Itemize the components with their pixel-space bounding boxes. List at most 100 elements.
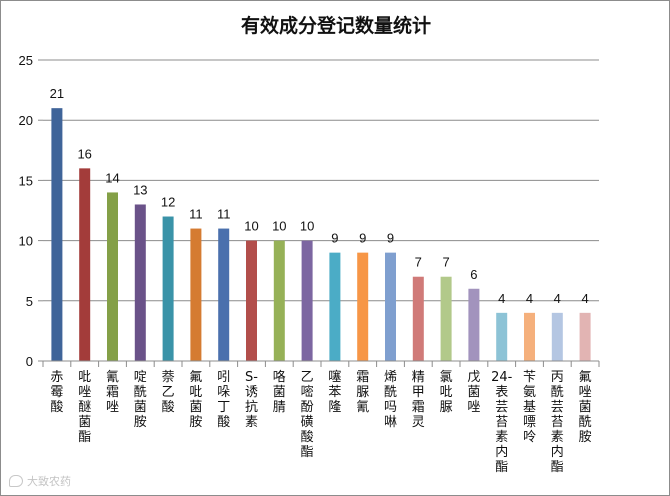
category-label-char: 腈 <box>273 400 286 415</box>
category-label-char: 苯 <box>328 385 341 400</box>
category-label-char: 丙 <box>551 370 564 385</box>
category-label-char: 菌 <box>189 400 202 415</box>
category-label-char: 素 <box>551 430 564 445</box>
category-label-char: 氰 <box>356 399 369 415</box>
category-labels: 赤霉酸吡唑醚菌酯氰霜唑啶酰菌胺萘乙酸氟吡菌胺吲哚丁酸S-诱抗素咯菌腈乙嘧酚磺酸酯… <box>50 369 591 475</box>
category-label: 氯吡脲 <box>440 370 453 415</box>
category-label-char: 氰 <box>106 369 119 385</box>
category-label-char: 脲 <box>440 400 453 415</box>
category-label-char: 菌 <box>579 400 592 415</box>
category-label-char: 嘧 <box>301 385 314 400</box>
bar <box>579 312 591 361</box>
bar <box>273 240 285 361</box>
category-label: 赤霉酸 <box>50 370 63 415</box>
category-label-char: 啶 <box>134 370 147 385</box>
data-labels: 21 16 14 13 12 11 11 10 10 10 9 9 9 7 7 6 4 4 4 4 <box>50 86 589 306</box>
category-label-char: 基 <box>523 400 536 415</box>
category-label-char: 隆 <box>328 400 341 415</box>
category-label-char: 氯 <box>440 370 453 385</box>
data-label: 9 <box>387 231 394 246</box>
category-label-char: 甲 <box>412 385 425 400</box>
category-label-char: 酯 <box>495 460 508 475</box>
category-label-char: 菌 <box>134 400 147 415</box>
category-label-char: 苔 <box>495 415 508 430</box>
data-label: 10 <box>244 219 258 234</box>
category-label: 氰霜唑 <box>106 369 119 415</box>
y-tick-label: 15 <box>19 173 33 188</box>
category-label-char: 吡 <box>78 370 91 385</box>
data-label: 9 <box>331 231 338 246</box>
category-label-char: 素 <box>245 415 258 430</box>
category-label-char: 酰 <box>384 385 397 400</box>
data-label: 4 <box>581 291 588 306</box>
category-label-char: 胺 <box>189 415 202 430</box>
category-label-char: 乙 <box>301 370 314 385</box>
category-label-char: 酰 <box>551 385 564 400</box>
category-label-char: 哚 <box>217 385 230 400</box>
category-label-char: 酰 <box>579 415 592 430</box>
bar <box>524 312 535 361</box>
category-label-char: 酸 <box>50 400 63 415</box>
bar <box>162 216 174 361</box>
gridlines <box>38 59 600 367</box>
y-tick-label: 5 <box>26 294 33 309</box>
bar <box>51 108 63 361</box>
data-label: 7 <box>442 255 449 270</box>
category-label-char: 赤 <box>50 370 63 385</box>
category-label-char: 精 <box>412 370 425 385</box>
bar <box>107 192 118 361</box>
data-label: 16 <box>77 146 91 161</box>
category-label-char: 芸 <box>495 399 508 415</box>
category-label-char: 唑 <box>106 399 119 415</box>
category-label-char: 酯 <box>551 460 564 475</box>
category-label-char: 诱 <box>245 385 258 400</box>
category-label-char: 酯 <box>78 430 91 445</box>
data-label: 10 <box>300 219 314 234</box>
category-label-char: 氟 <box>579 370 592 385</box>
category-label-char: 24- <box>491 370 513 385</box>
data-label: 14 <box>105 170 119 185</box>
category-label-char: 醚 <box>78 400 91 415</box>
category-label: 咯菌腈 <box>273 370 286 415</box>
category-label: 萘乙酸 <box>162 370 175 415</box>
data-label: 6 <box>470 267 477 282</box>
category-label-char: 胺 <box>134 415 147 430</box>
category-label-char: 表 <box>495 385 508 400</box>
category-label-char: 氨 <box>523 385 536 400</box>
category-label-char: 菌 <box>467 385 480 400</box>
bar <box>496 312 508 361</box>
bar <box>440 276 452 361</box>
category-label-char: S- <box>245 370 258 385</box>
category-label-char: 胺 <box>579 430 592 445</box>
category-label-char: 戊 <box>467 370 480 385</box>
bar <box>218 228 230 361</box>
data-label: 4 <box>554 291 561 306</box>
data-label: 13 <box>133 182 147 197</box>
category-label-char: 苄 <box>523 370 536 385</box>
category-label-char: 唑 <box>78 384 91 400</box>
data-label: 10 <box>272 219 286 234</box>
bar <box>385 252 396 361</box>
category-label-char: 素 <box>495 430 508 445</box>
bar <box>412 276 424 361</box>
category-label-char: 苔 <box>551 415 564 430</box>
category-label-char: 霜 <box>412 400 425 415</box>
data-label: 11 <box>189 207 203 222</box>
bar <box>190 228 202 361</box>
category-label-char: 噻 <box>328 369 341 385</box>
y-tick-label: 0 <box>26 354 33 369</box>
bar <box>79 168 91 361</box>
category-label-char: 芸 <box>551 399 564 415</box>
category-label-char: 酰 <box>134 385 147 400</box>
bars <box>51 108 591 361</box>
category-label-char: 内 <box>551 444 564 460</box>
y-tick-label: 25 <box>19 53 33 68</box>
category-label-char: 吗 <box>384 400 397 415</box>
